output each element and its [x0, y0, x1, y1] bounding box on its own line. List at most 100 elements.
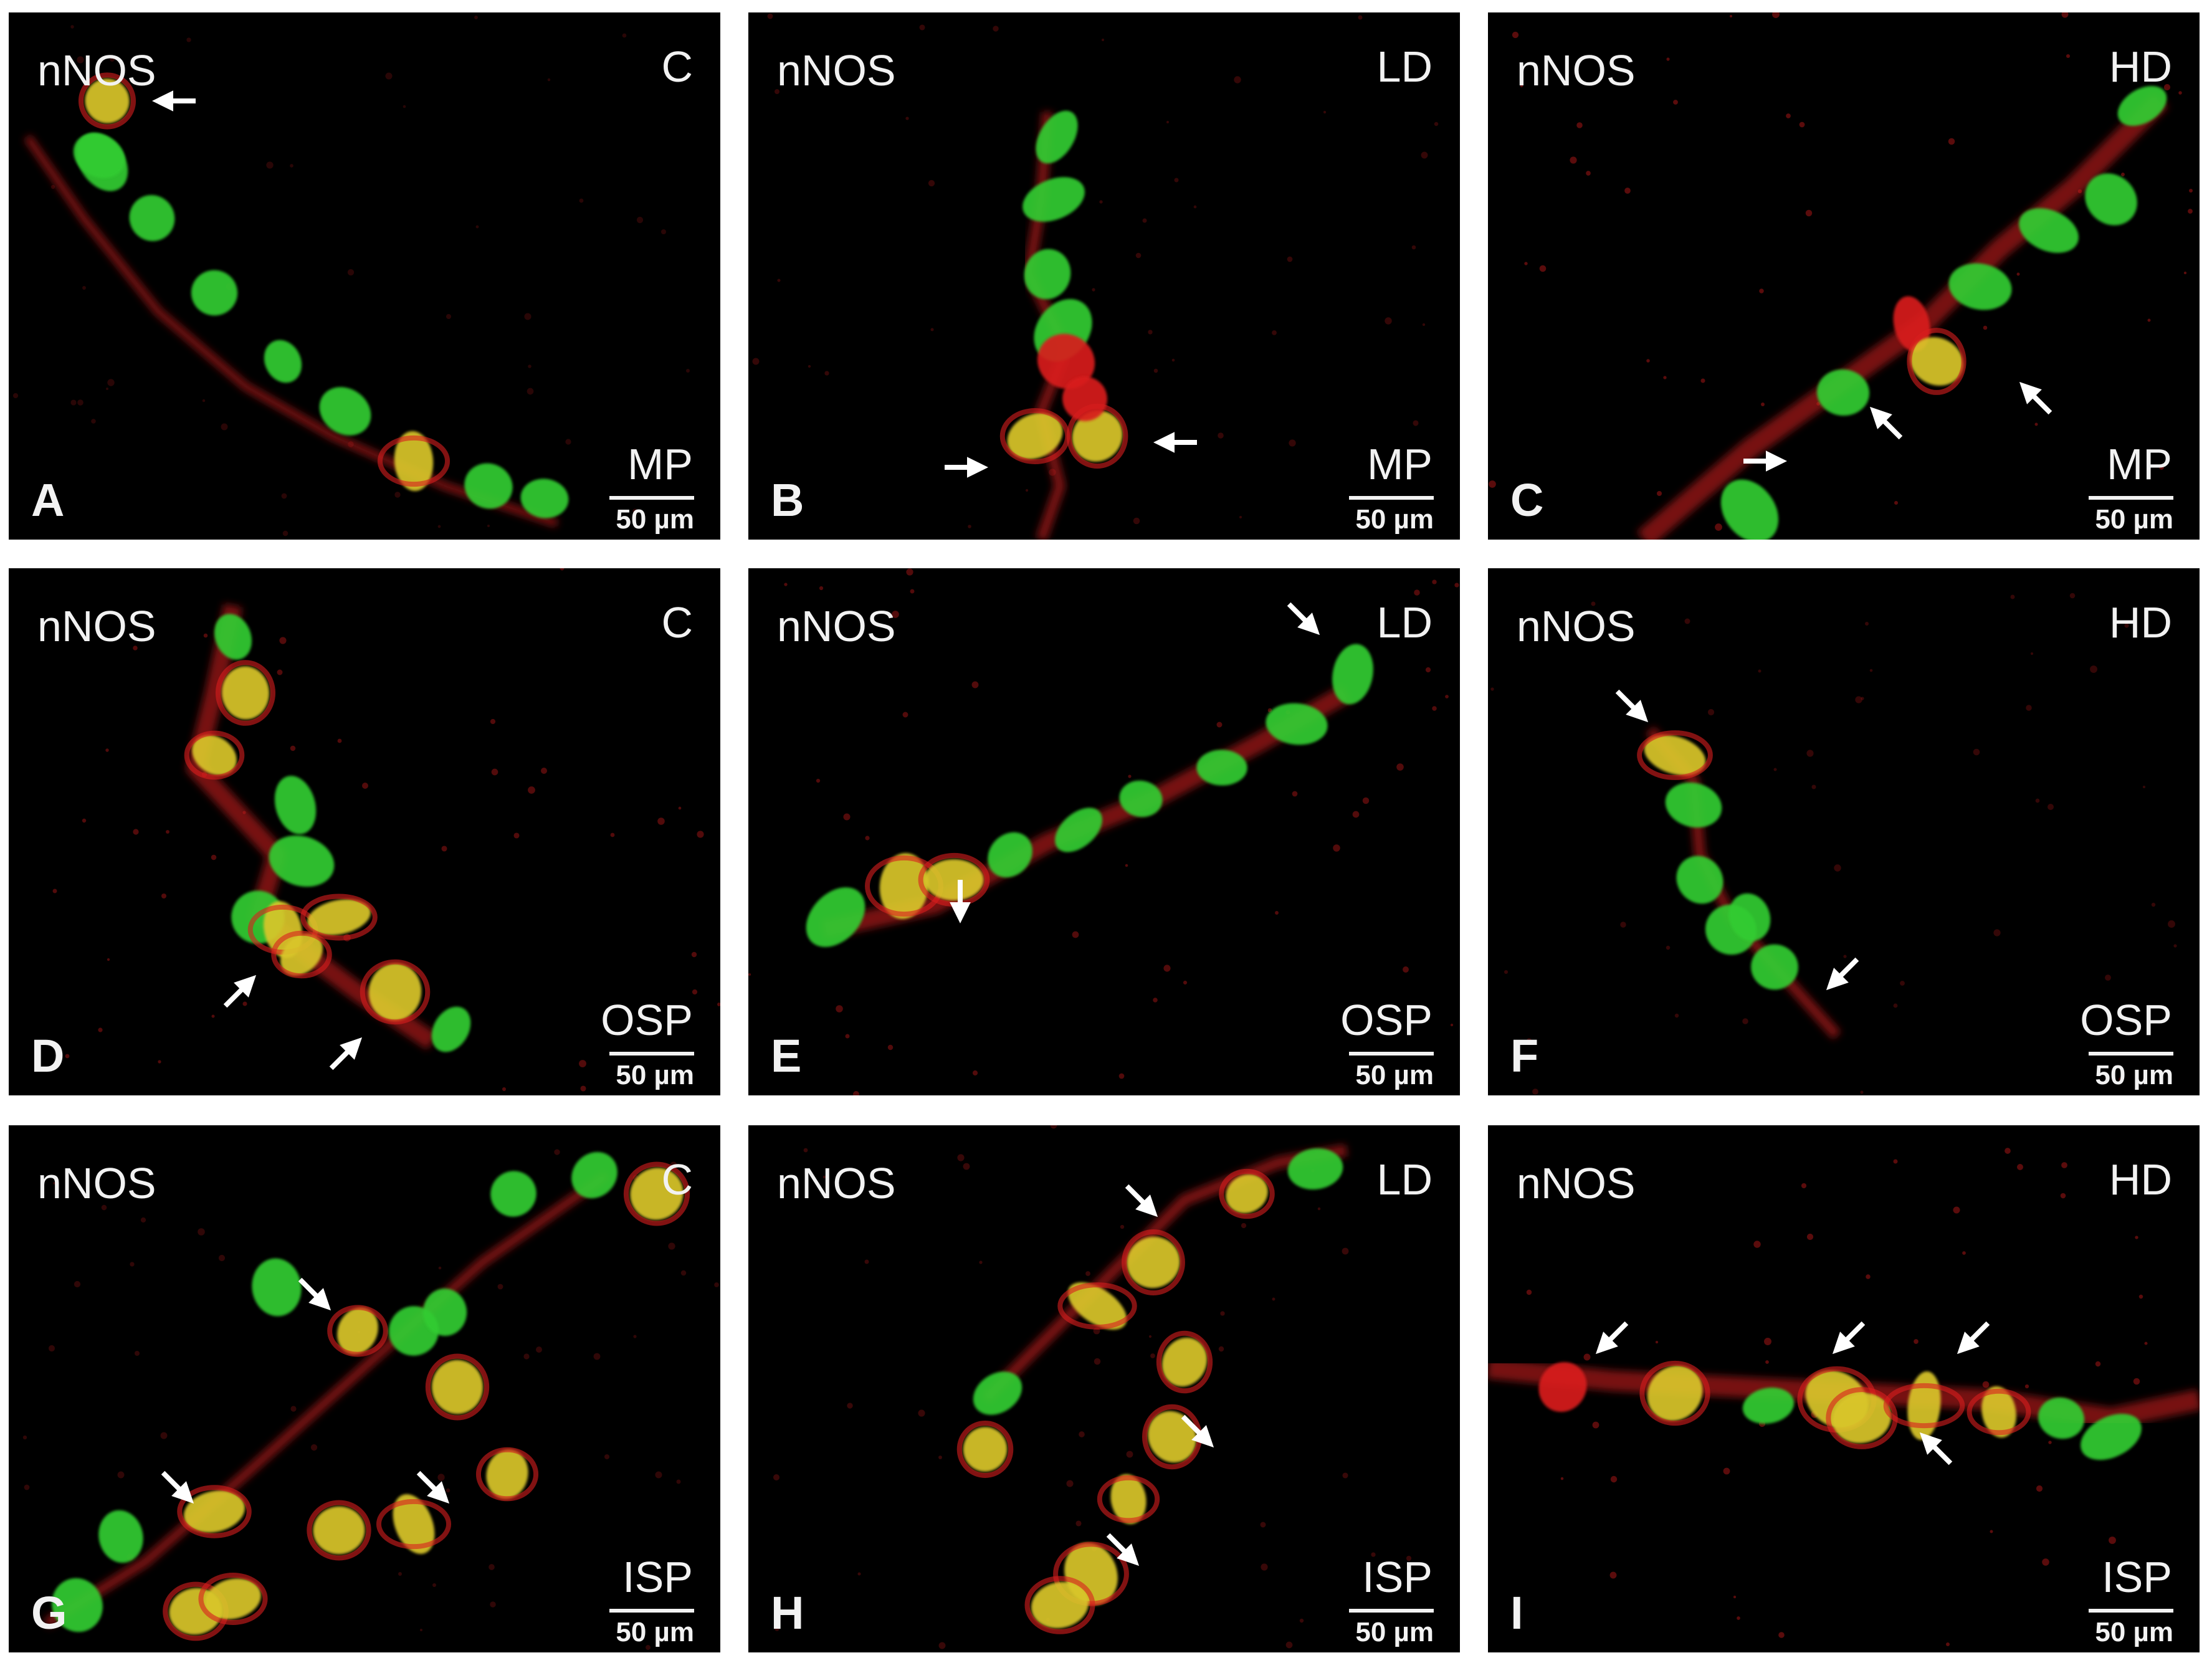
red-speckle — [186, 37, 191, 42]
red-speckle — [632, 508, 637, 513]
panel-letter: D — [31, 1030, 65, 1082]
red-speckle — [1432, 706, 1437, 711]
arrow-icon — [945, 457, 988, 478]
scale-bar — [609, 496, 694, 500]
scale-bar-label: 50 µm — [2095, 504, 2173, 535]
red-speckle — [24, 1484, 30, 1490]
red-speckle — [816, 778, 821, 783]
micrograph-panel-i: nNOS HD ISP I 50 µm — [1488, 1125, 2200, 1652]
red-speckle — [52, 889, 57, 894]
red-speckle — [1292, 791, 1298, 797]
red-speckle — [1148, 1335, 1152, 1338]
micrograph-panel-h: nNOS LD ISP H 50 µm — [748, 1125, 1460, 1652]
red-speckle — [513, 832, 520, 839]
nnos-positive-neuron — [1676, 855, 1723, 904]
scale-bar-label: 50 µm — [616, 504, 694, 535]
red-speckle — [1434, 122, 1439, 126]
red-speckle — [1869, 669, 1873, 672]
arrow-icon — [1919, 1432, 1953, 1465]
red-speckle — [2105, 975, 2111, 981]
red-speckle — [655, 1471, 662, 1479]
red-speckle — [1778, 1632, 1785, 1638]
red-speckle — [1362, 797, 1370, 804]
red-speckle — [1982, 1381, 1990, 1388]
nnos-positive-neuron — [2085, 173, 2137, 226]
red-speckle — [1135, 252, 1142, 259]
red-speckle — [2109, 1537, 2116, 1544]
double-labelled-neuron — [313, 1506, 365, 1555]
red-speckle — [2159, 465, 2164, 470]
red-speckle — [1094, 1358, 1101, 1365]
red-speckle — [1737, 1616, 1740, 1620]
arrow-icon — [1595, 1321, 1629, 1355]
fluorescence-image — [1489, 12, 2193, 540]
red-speckle — [1758, 669, 1761, 673]
red-speckle — [2119, 1077, 2122, 1081]
double-labelled-neuron — [879, 853, 929, 919]
red-speckle — [2133, 1378, 2140, 1385]
arrow-icon — [416, 1470, 450, 1504]
double-labelled-neuron — [1647, 1365, 1703, 1421]
red-speckle — [2048, 1441, 2052, 1444]
red-speckle — [1742, 1018, 1748, 1024]
red-speckle — [490, 718, 496, 725]
double-labelled-neuron — [85, 79, 130, 123]
red-speckle — [1183, 980, 1188, 985]
red-speckle — [646, 1645, 651, 1650]
red-speckle — [560, 568, 565, 571]
red-speckle — [604, 1454, 610, 1460]
red-speckle — [266, 161, 274, 169]
double-labelled-neuron — [486, 1449, 528, 1499]
double-labelled-neuron — [1110, 1474, 1147, 1524]
red-speckle — [1624, 188, 1631, 194]
arrow-icon — [329, 1037, 363, 1070]
region-label: MP — [1367, 440, 1433, 488]
double-labelled-neuron — [1907, 1371, 1941, 1441]
red-speckle — [2061, 12, 2069, 18]
red-speckle — [221, 423, 228, 431]
red-speckle — [717, 1002, 720, 1007]
double-labelled-neuron — [1148, 1411, 1196, 1463]
red-speckle — [1352, 811, 1360, 818]
red-speckle — [1684, 618, 1690, 624]
double-labelled-neuron — [393, 1494, 435, 1554]
red-speckle — [502, 1087, 507, 1092]
micrograph-panel-f: nNOS HD OSP F 50 µm — [1488, 568, 2200, 1095]
red-speckle — [963, 1163, 970, 1170]
neuron-red-rim — [623, 1161, 690, 1226]
red-speckle — [824, 371, 829, 376]
red-speckle — [1218, 1346, 1224, 1352]
red-speckle — [1527, 1038, 1532, 1043]
red-speckle — [1148, 330, 1153, 335]
red-speckle — [52, 1181, 56, 1185]
double-labelled-neuron — [1910, 337, 1963, 386]
group-label: HD — [2109, 42, 2172, 91]
red-speckle — [777, 279, 781, 282]
red-speckle — [685, 368, 690, 373]
red-speckle — [697, 831, 704, 838]
red-speckle — [957, 1154, 965, 1161]
double-labelled-neuron — [963, 1427, 1008, 1472]
neuron-red-rim — [78, 72, 136, 130]
nnos-positive-neuron — [191, 270, 238, 316]
red-speckle — [1729, 14, 1733, 18]
double-labelled-neuron — [1981, 1386, 2016, 1438]
red-speckle — [680, 1270, 687, 1276]
red-speckle — [1990, 1530, 1993, 1533]
arrow-icon — [1869, 406, 1903, 440]
arrow-icon — [1287, 602, 1320, 636]
arrow-icon — [298, 1277, 331, 1311]
fluorescence-image — [752, 13, 1439, 540]
red-speckle — [905, 117, 909, 120]
red-speckle — [198, 1228, 205, 1236]
red-speckle — [1526, 1289, 1532, 1295]
nnos-positive-neuron — [1751, 944, 1798, 990]
red-speckle — [524, 313, 532, 320]
red-speckle — [1504, 970, 1509, 975]
red-speckle — [540, 767, 548, 774]
arrow-icon — [1125, 1184, 1158, 1218]
scale-bar-label: 50 µm — [2095, 1060, 2173, 1090]
marker-label: nNOS — [37, 46, 156, 95]
red-speckle — [2173, 944, 2177, 948]
red-speckle — [2010, 594, 2015, 599]
